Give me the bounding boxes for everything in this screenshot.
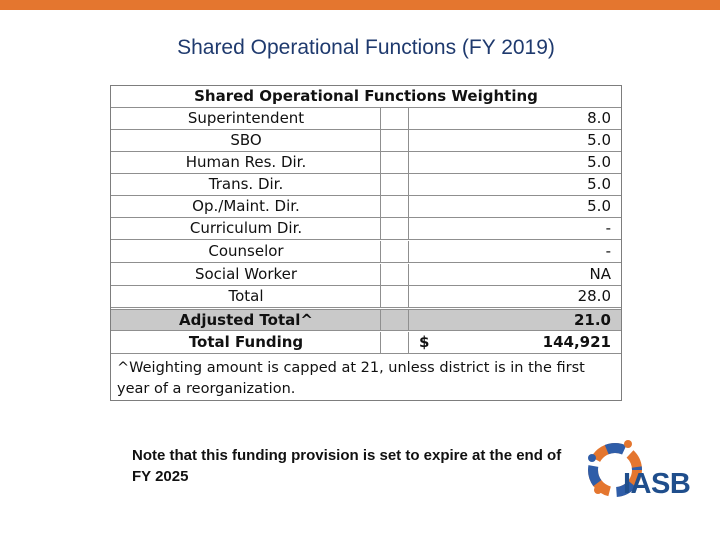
row-value: 5.0 — [587, 175, 611, 193]
table-row: Social Worker NA — [111, 264, 621, 286]
table-row: Trans. Dir. 5.0 — [111, 174, 621, 196]
table-header: Shared Operational Functions Weighting — [194, 87, 538, 105]
row-spacer-cell — [380, 130, 409, 151]
row-label: Human Res. Dir. — [185, 153, 307, 171]
row-spacer-cell — [380, 152, 409, 173]
row-label: Trans. Dir. — [208, 175, 284, 193]
row-spacer-cell — [380, 332, 409, 353]
row-label: Total — [228, 287, 264, 305]
row-spacer-cell — [380, 310, 409, 331]
row-label: Superintendent — [187, 109, 305, 127]
row-value: 8.0 — [587, 109, 611, 127]
row-label: Social Worker — [194, 265, 298, 283]
expiration-note: Note that this funding provision is set … — [132, 447, 562, 485]
row-spacer-cell — [380, 108, 409, 129]
row-value: - — [605, 242, 611, 260]
row-value: NA — [589, 265, 611, 283]
logo-puzzle-knob — [624, 440, 632, 448]
logo-puzzle-knob — [594, 486, 602, 494]
weighting-table: Shared Operational Functions Weighting S… — [110, 85, 622, 401]
row-label: Op./Maint. Dir. — [192, 197, 300, 215]
row-label: Counselor — [208, 242, 284, 260]
row-value: 5.0 — [587, 153, 611, 171]
table-row: Superintendent 8.0 — [111, 108, 621, 130]
slide-title: Shared Operational Functions (FY 2019) — [177, 36, 555, 59]
puzzle-ring-icon — [588, 440, 642, 497]
row-label: SBO — [230, 131, 262, 149]
table-row: Op./Maint. Dir. 5.0 — [111, 196, 621, 218]
row-spacer-cell — [380, 286, 409, 307]
adjusted-total-value: 21.0 — [573, 311, 611, 329]
row-value: 5.0 — [587, 197, 611, 215]
adjusted-total-row: Adjusted Total^ 21.0 — [111, 309, 621, 331]
row-spacer-cell — [380, 174, 409, 195]
currency-symbol: $ — [419, 333, 430, 351]
total-funding-row: Total Funding $ 144,921 — [111, 332, 621, 354]
top-accent-bar — [0, 0, 720, 10]
table-row: Total 28.0 — [111, 286, 621, 308]
row-spacer-cell — [380, 264, 409, 285]
row-value: 28.0 — [577, 287, 611, 305]
row-spacer-cell — [380, 218, 409, 239]
total-funding-label: Total Funding — [188, 333, 304, 351]
adjusted-total-label: Adjusted Total^ — [179, 311, 313, 329]
logo-wordmark: IASB — [623, 468, 691, 500]
table-row: Curriculum Dir. - — [111, 218, 621, 240]
table-header-row: Shared Operational Functions Weighting — [111, 86, 621, 108]
table-footnote: ^Weighting amount is capped at 21, unles… — [117, 360, 585, 397]
logo-puzzle-knob — [588, 454, 596, 462]
total-funding-value: 144,921 — [542, 333, 611, 351]
table-row: Counselor - — [111, 241, 621, 263]
row-spacer-cell — [380, 196, 409, 217]
row-spacer-cell — [380, 241, 409, 262]
row-value: 5.0 — [587, 131, 611, 149]
table-row: SBO 5.0 — [111, 130, 621, 152]
table-row: Human Res. Dir. 5.0 — [111, 152, 621, 174]
logo-ring-segment-blue — [588, 443, 642, 497]
row-value: - — [605, 219, 611, 237]
row-label: Curriculum Dir. — [189, 219, 303, 237]
